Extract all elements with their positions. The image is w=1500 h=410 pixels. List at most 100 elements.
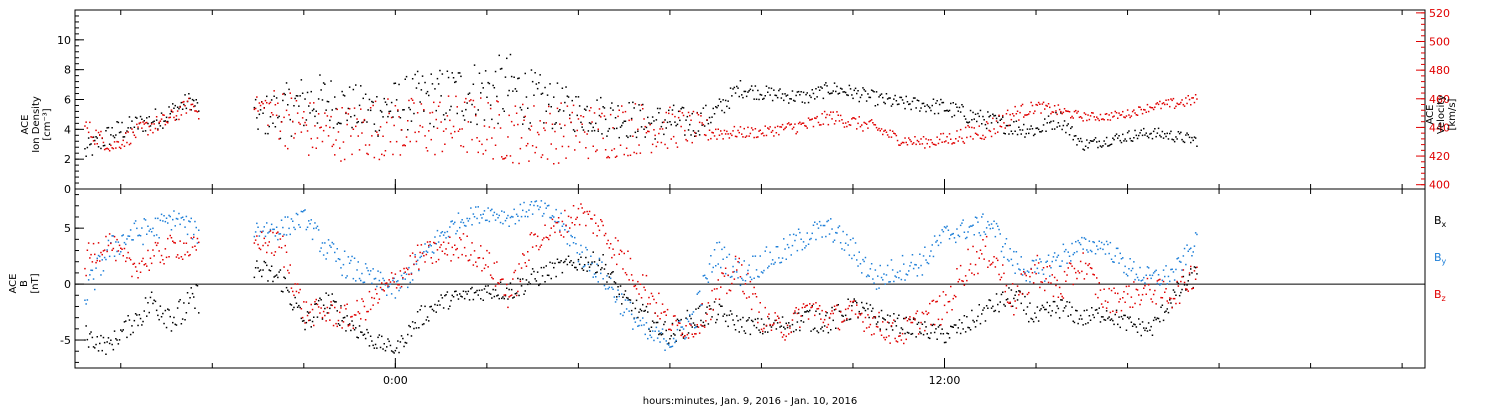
bz-series-point (1082, 252, 1084, 254)
velocity-series-point (1053, 105, 1056, 107)
by-series-point (827, 219, 830, 222)
density-series-point (656, 107, 659, 110)
by-series-point (1155, 269, 1157, 272)
by-series-point (797, 228, 800, 230)
density-series-point (747, 91, 749, 93)
velocity-series-point (789, 124, 791, 126)
bz-series-point (696, 324, 698, 326)
by-series-point (905, 273, 907, 275)
bz-series-point (770, 329, 773, 331)
by-series-point (254, 231, 257, 233)
bx-series-point (914, 318, 916, 320)
bz-series-point (457, 256, 460, 259)
density-series-point (165, 116, 168, 119)
by-series-point (295, 212, 298, 215)
velocity-series-point (436, 127, 439, 129)
density-series-point (603, 107, 606, 109)
velocity-series-point (686, 140, 689, 142)
bx-series-point (1144, 329, 1146, 332)
bx-series-point (671, 322, 674, 325)
velocity-series-point (891, 130, 894, 132)
velocity-series-point (198, 118, 200, 120)
by-series-point (1042, 273, 1045, 275)
bx-series-point (498, 297, 500, 300)
bx-series-point (1020, 302, 1022, 305)
density-series-point (360, 85, 362, 87)
density-series-point (964, 118, 967, 120)
bz-series-point (571, 222, 573, 224)
bx-series-point (815, 310, 817, 312)
bz-series-point (492, 278, 494, 280)
bx-series-point (764, 331, 766, 333)
bx-series-point (418, 327, 420, 329)
velocity-series-point (931, 141, 933, 144)
density-series-point (416, 70, 419, 73)
bx-series-point (976, 319, 978, 322)
by-series-point (1079, 243, 1082, 246)
by-series-point (456, 230, 458, 232)
bx-series-point (1145, 327, 1147, 329)
velocity-series-point (466, 151, 468, 153)
bz-series-point (1077, 270, 1079, 272)
bx-series-point (113, 330, 116, 332)
velocity-series-point (832, 111, 834, 113)
density-series-point (582, 129, 585, 131)
by-series-point (493, 211, 496, 214)
bx-series-point (659, 332, 661, 335)
bz-series-point (504, 294, 507, 296)
by-series-point (909, 265, 911, 267)
by-series-point (168, 214, 170, 217)
velocity-series-point (649, 123, 651, 126)
bx-series-point (343, 316, 346, 319)
density-series-point (733, 86, 736, 89)
bx-series-point (818, 313, 821, 315)
density-series-point (815, 88, 817, 90)
by-series-point (842, 230, 844, 233)
by-series-point (1061, 260, 1063, 262)
velocity-series-point (762, 132, 764, 134)
velocity-series-point (400, 129, 403, 131)
density-series-point (853, 89, 855, 92)
by-series-point (181, 216, 184, 218)
by-series-point (733, 270, 736, 273)
by-series-point (300, 210, 303, 213)
density-series-point (1131, 140, 1134, 142)
bz-series-point (461, 253, 463, 256)
velocity-series-point (1004, 127, 1006, 129)
by-series-point (956, 228, 958, 230)
bx-series-point (454, 290, 456, 293)
bz-series-point (289, 264, 291, 266)
density-series-point (424, 81, 426, 84)
bz-series-point (168, 256, 170, 258)
density-series-point (658, 112, 660, 114)
bz-series-point (1072, 283, 1074, 286)
bx-series-point (95, 343, 97, 346)
bz-series-point (1003, 272, 1005, 275)
density-series-point (564, 101, 566, 104)
density-series-point (175, 118, 178, 121)
bx-series-point (129, 333, 132, 336)
velocity-series-point (681, 112, 684, 114)
by-series-point (976, 217, 978, 219)
velocity-series-point (711, 131, 713, 134)
by-series-point (741, 277, 743, 280)
by-series-point (392, 279, 394, 282)
bx-series-point (868, 316, 870, 319)
velocity-series-point (1094, 119, 1097, 121)
bz-series-point (559, 231, 561, 233)
bx-series-point (384, 349, 387, 352)
bx-series-point (363, 333, 366, 336)
by-series-point (1120, 258, 1123, 260)
bz-series-point (779, 321, 781, 324)
bx-series-point (841, 314, 843, 317)
bz-series-point (586, 210, 588, 213)
velocity-series-point (1193, 101, 1196, 104)
bx-series-point (863, 307, 865, 310)
bz-series-point (676, 324, 679, 327)
bx-series-point (482, 299, 484, 301)
density-series-point (988, 116, 990, 118)
bx-series-point (784, 328, 786, 330)
density-series-point (1172, 139, 1175, 141)
bx-series-point (85, 325, 87, 327)
velocity-series-point (378, 158, 381, 161)
